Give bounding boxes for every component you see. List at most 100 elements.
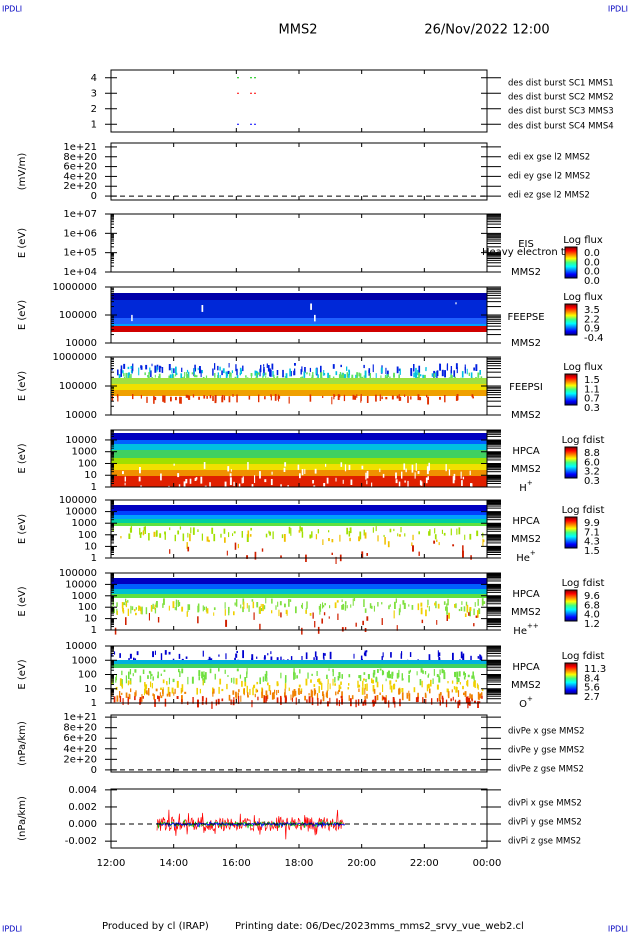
- spectrogram-speckle: [337, 394, 340, 400]
- spectrogram-speckle: [229, 473, 232, 477]
- spectrogram-speckle: [398, 481, 401, 487]
- spectrogram-speckle: [473, 681, 476, 687]
- spectrogram-speckle: [293, 689, 296, 697]
- spectrogram-speckle: [174, 534, 176, 542]
- spectrogram-speckle: [280, 555, 282, 558]
- spectrogram-speckle: [184, 372, 186, 377]
- spectrogram-speckle: [265, 674, 268, 679]
- spectrogram-speckle: [177, 530, 180, 535]
- spectrogram-speckle: [293, 673, 295, 676]
- spectrogram-speckle: [272, 692, 275, 699]
- spectrogram-speckle: [298, 688, 300, 695]
- spectrogram-speckle: [247, 462, 249, 470]
- spectrogram-speckle: [473, 608, 475, 616]
- spectrogram-speckle: [417, 603, 420, 611]
- spectrogram-speckle: [297, 464, 300, 470]
- spectrogram-speckle: [323, 370, 325, 376]
- spectrogram-speckle: [265, 690, 268, 696]
- spectrogram-speckle: [477, 599, 479, 606]
- spectrogram-speckle: [331, 396, 333, 405]
- spectrogram-speckle: [390, 652, 392, 658]
- spectrogram-speckle: [192, 394, 195, 398]
- spectrogram-speckle: [398, 688, 401, 695]
- spectrogram-speckle: [328, 538, 330, 542]
- spectrogram-speckle: [276, 376, 279, 379]
- spectrogram-speckle: [366, 616, 369, 621]
- spectrogram-speckle: [470, 483, 472, 487]
- spectrogram-speckle: [366, 480, 368, 485]
- spectrogram-speckle: [291, 697, 294, 702]
- spectrogram-speckle: [153, 395, 155, 404]
- spectrogram-speckle: [314, 651, 317, 657]
- spectrogram-speckle: [403, 602, 406, 609]
- spectrogram-speckle: [237, 692, 239, 699]
- spectrogram-speckle: [209, 668, 212, 674]
- colorbar-tick-label: 9.6: [584, 591, 600, 602]
- spectrogram-speckle: [116, 695, 119, 702]
- spectrogram-speckle: [443, 601, 446, 605]
- spectrogram-speckle: [181, 684, 184, 692]
- spectrogram-speckle: [408, 674, 410, 683]
- spectrogram-speckle: [375, 373, 377, 381]
- spectrogram-speckle: [322, 694, 325, 701]
- spectrogram-speckle: [411, 464, 414, 473]
- spectrogram-speckle: [350, 698, 352, 707]
- spectrogram-speckle: [321, 618, 324, 624]
- spectrogram-speckle: [117, 395, 119, 402]
- spectrogram-speckle: [437, 603, 440, 609]
- spectrogram-speckle: [476, 683, 478, 689]
- spectrogram-speckle: [198, 676, 200, 681]
- spectrogram-speckle: [467, 696, 469, 703]
- spectrogram-speckle: [271, 471, 273, 475]
- colorbar-tick-label: 0.0: [584, 248, 600, 259]
- spectrogram-speckle: [478, 608, 481, 614]
- spectrogram-speckle: [164, 532, 166, 540]
- spectrogram-speckle: [385, 367, 387, 374]
- spectrogram-speckle: [175, 602, 178, 611]
- spectrogram-speckle: [169, 527, 171, 531]
- spectrogram-speckle: [375, 526, 377, 532]
- spectrogram-speckle: [194, 364, 196, 369]
- spectrogram-speckle: [336, 698, 338, 706]
- spectrogram-speckle: [221, 370, 223, 376]
- spectrogram-speckle: [329, 697, 331, 704]
- spectrogram-speckle: [242, 476, 244, 484]
- spectrogram-speckle: [152, 693, 154, 697]
- spectrogram-speckle: [250, 527, 253, 531]
- spectrogram-speckle: [365, 678, 367, 682]
- spectrogram-speckle: [299, 526, 301, 531]
- spectrogram-speckle: [221, 698, 224, 702]
- spectrogram-speckle: [359, 675, 362, 682]
- spectrogram-speckle: [438, 693, 441, 702]
- spectrogram-speckle: [173, 692, 175, 696]
- spectrogram-speckle: [483, 539, 485, 543]
- spectrogram-speckle: [206, 536, 209, 542]
- spectrogram-speckle: [399, 368, 401, 375]
- spectrogram-speckle: [264, 673, 266, 682]
- spectrogram-speckle: [183, 481, 186, 487]
- spectrogram-speckle: [233, 531, 236, 534]
- spectrogram-speckle: [426, 394, 428, 398]
- spectrogram-speckle: [150, 671, 152, 680]
- spectrogram-speckle: [391, 395, 394, 400]
- spectrogram-speckle: [238, 696, 240, 704]
- spectrogram-speckle: [327, 679, 329, 684]
- spectrogram-speckle: [239, 674, 242, 679]
- y-tick-label: 4: [91, 73, 97, 84]
- spectrogram-speckle: [278, 394, 280, 402]
- y-tick-label: 1e+21: [63, 712, 97, 723]
- spectrogram-speckle: [250, 373, 253, 377]
- spectrogram-speckle: [133, 657, 135, 661]
- spectrogram-speckle: [172, 678, 175, 683]
- spectrogram-speckle: [191, 676, 194, 684]
- spectrogram-speckle: [192, 697, 194, 704]
- spectrogram-speckle: [293, 671, 295, 680]
- spectrogram-speckle: [130, 688, 132, 693]
- spectrogram-speckle: [387, 675, 390, 678]
- spectrogram-speckle: [229, 477, 232, 486]
- spectrogram-speckle: [473, 623, 475, 627]
- spectrogram-speckle: [148, 613, 150, 621]
- spectrogram-speckle: [197, 616, 199, 624]
- colorbar-tick-label: 11.3: [584, 664, 606, 675]
